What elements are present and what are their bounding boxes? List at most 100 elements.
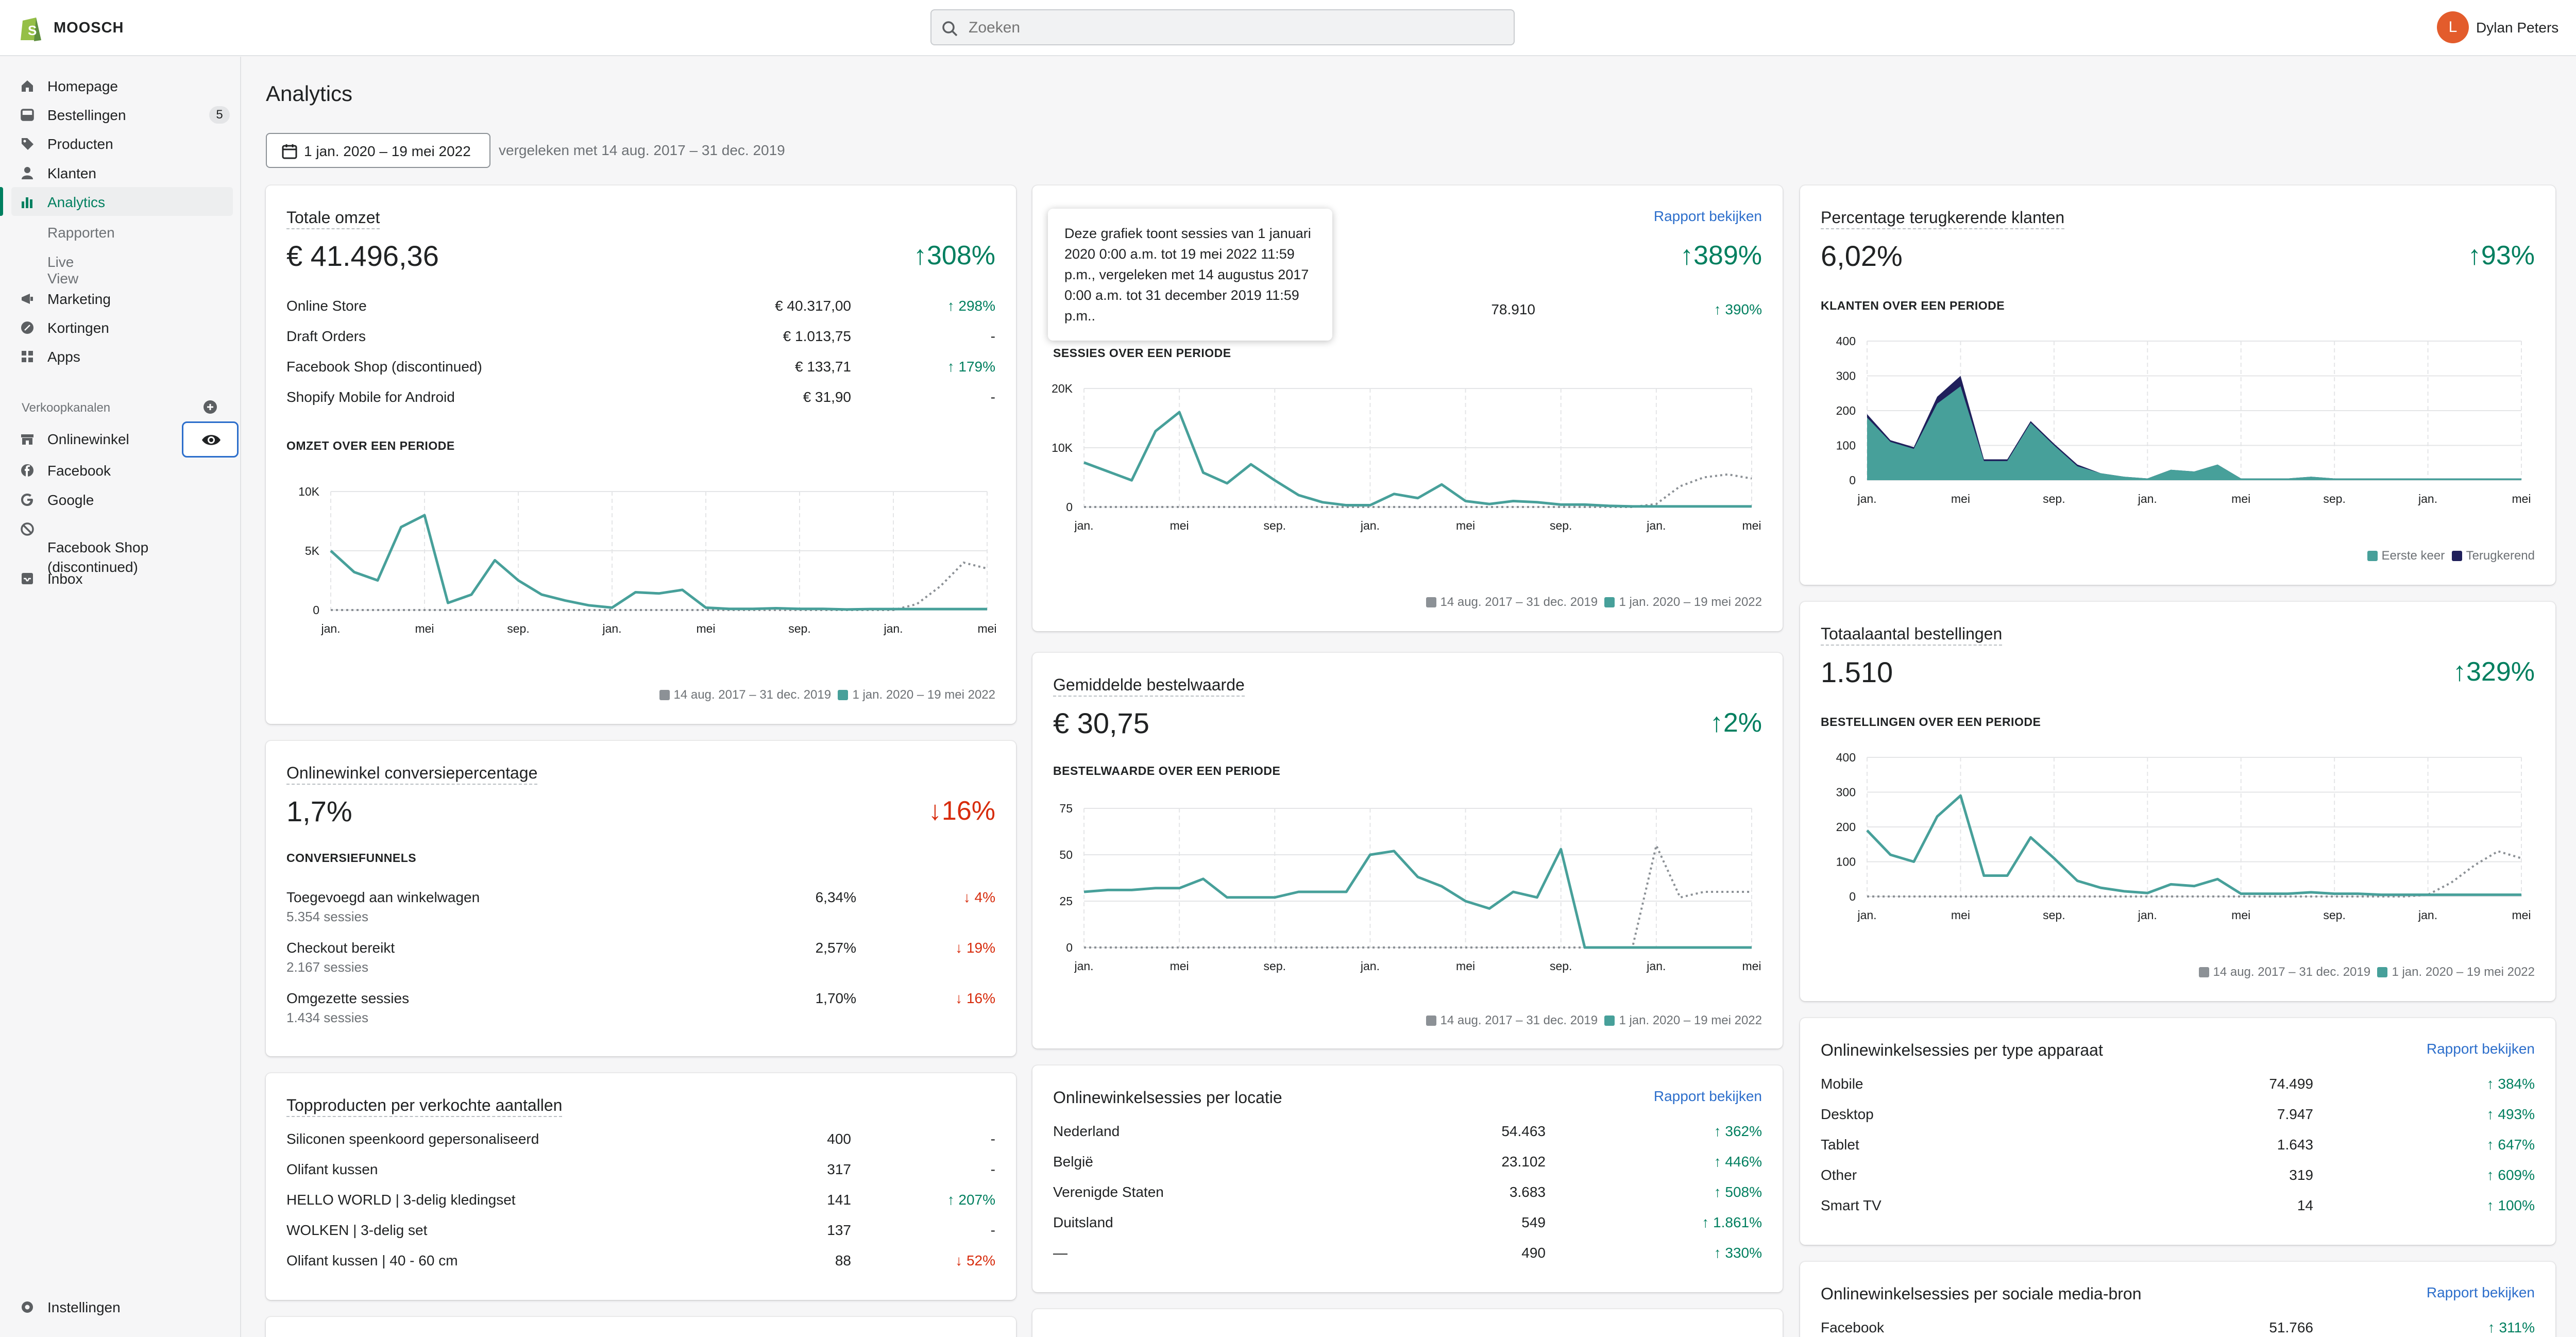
sidebar-item-kortingen[interactable]: Kortingen: [11, 313, 233, 342]
tag-icon: [22, 138, 33, 150]
row-change: ↑ 1.861%: [1702, 1214, 1762, 1230]
y-tick-label: 0: [1066, 500, 1073, 514]
row-change: ↑ 298%: [947, 298, 995, 314]
row-value: 137: [827, 1222, 851, 1238]
analytics-icon: [22, 197, 32, 208]
apps-icon: [22, 351, 33, 362]
sidebar-item-homepage[interactable]: Homepage: [11, 71, 233, 100]
y-tick-label: 5K: [305, 544, 320, 557]
funnel-row: Omgezette sessies 1,70% ↓ 16% 1.434 sessies: [286, 990, 995, 1025]
facebook-icon: [21, 464, 33, 477]
add-channel-icon[interactable]: [203, 400, 217, 414]
view-report-link[interactable]: Rapport bekijken: [1653, 208, 1762, 224]
top-bar: S MOOSCH L Dylan Peters: [0, 0, 2576, 56]
device-row: Tablet 1.643 ↑ 647%: [1821, 1137, 2535, 1157]
x-tick-label: jan.: [1360, 519, 1380, 532]
x-tick-label: jan.: [883, 622, 903, 635]
row-label: Olifant kussen | 40 - 60 cm: [286, 1253, 458, 1268]
next-card: [266, 1317, 1016, 1337]
x-tick-label: jan.: [602, 622, 621, 635]
x-tick-label: sep.: [507, 622, 529, 635]
user-name[interactable]: Dylan Peters: [2476, 20, 2559, 36]
sidebar-item-apps[interactable]: Apps: [11, 342, 233, 370]
row-change: -: [990, 1222, 995, 1238]
search-bar[interactable]: [930, 9, 1515, 45]
row-label: Olifant kussen: [286, 1161, 378, 1177]
sidebar-item-onlinewinkel[interactable]: Onlinewinkel: [11, 424, 233, 453]
x-tick-label: sep.: [1264, 519, 1286, 532]
row-value: 490: [1521, 1245, 1546, 1261]
sidebar-item-facebook[interactable]: Facebook: [11, 455, 233, 484]
row-change: ↑ 384%: [2486, 1076, 2535, 1092]
store-name[interactable]: MOOSCH: [54, 20, 124, 36]
row-value: 14: [2297, 1197, 2313, 1213]
device-row: Smart TV 14 ↑ 100%: [1821, 1197, 2535, 1218]
sidebar-item-klanten[interactable]: Klanten: [11, 158, 233, 187]
sidebar-item-analytics[interactable]: Analytics: [0, 187, 233, 216]
sidebar-item-google[interactable]: Google: [11, 485, 233, 514]
row-value: € 31,90: [803, 389, 851, 405]
series-current-line: [1866, 794, 2521, 896]
row-label: Other: [1821, 1167, 1857, 1183]
sidebar: [0, 57, 241, 1337]
chart-tooltip: Deze grafiek toont sessies van 1 januari…: [1048, 209, 1332, 341]
sessions-change: ↑389%: [1680, 241, 1762, 270]
row-change: -: [990, 389, 995, 405]
sidebar-item-inbox[interactable]: Inbox: [11, 564, 233, 593]
product-row: HELLO WORLD | 3-delig kledingset 141 ↑ 207…: [286, 1192, 995, 1212]
card-title[interactable]: Topproducten per verkochte aantallen: [286, 1096, 563, 1117]
row-change: ↑ 609%: [2486, 1167, 2535, 1183]
sidebar-item-facebook-shop[interactable]: Facebook Shop (discontinued): [11, 514, 233, 575]
sidebar-item-label: Apps: [47, 349, 80, 365]
view-report-link[interactable]: Rapport bekijken: [2426, 1284, 2535, 1300]
shopify-logo-icon[interactable]: S: [19, 13, 43, 42]
card-title[interactable]: Percentage terugkerende klanten: [1821, 208, 2065, 229]
row-label: Nederland: [1053, 1123, 1120, 1139]
view-report-link[interactable]: Rapport bekijken: [2426, 1041, 2535, 1057]
orders-count-badge: 5: [209, 106, 230, 124]
row-value: 23.102: [1501, 1154, 1546, 1170]
sidebar-item-marketing[interactable]: Marketing: [11, 284, 233, 313]
x-tick-label: mei: [696, 622, 715, 635]
sidebar-item-instellingen[interactable]: Instellingen: [11, 1292, 233, 1321]
card-title[interactable]: Gemiddelde bestelwaarde: [1053, 675, 1245, 697]
row-change: ↑ 100%: [2486, 1197, 2535, 1213]
card-title[interactable]: Totale omzet: [286, 208, 380, 229]
x-tick-label: jan.: [1857, 492, 1876, 505]
sidebar-item-reports[interactable]: Rapporten: [47, 225, 115, 241]
search-input[interactable]: [969, 16, 1504, 39]
avatar[interactable]: L: [2437, 11, 2469, 43]
row-label: Shopify Mobile for Android: [286, 389, 455, 405]
aov-value: € 30,75: [1053, 707, 1149, 739]
series-previous-line: [1084, 842, 1752, 949]
date-range-button[interactable]: 1 jan. 2020 – 19 mei 2022: [266, 133, 490, 168]
sidebar-item-label: Analytics: [47, 194, 106, 210]
card-title[interactable]: Onlinewinkel conversiepercentage: [286, 764, 538, 785]
sidebar-item-label: Homepage: [47, 78, 118, 94]
x-tick-label: jan.: [1074, 519, 1093, 532]
sessions-chart: 0 10K 20K jan. mei sep. jan. mei sep. jan. mei: [1052, 382, 1761, 532]
view-report-link[interactable]: Rapport bekijken: [1653, 1088, 1762, 1104]
x-tick-label: jan.: [1360, 959, 1380, 973]
sidebar-item-live-view[interactable]: Live View: [47, 254, 79, 286]
sales-channel-row: Facebook Shop (discontinued) € 133,71 ↑ 17…: [286, 359, 995, 379]
row-change: ↓ 19%: [955, 940, 995, 956]
sidebar-item-producten[interactable]: Producten: [11, 129, 233, 158]
view-store-button[interactable]: [182, 421, 239, 458]
row-change: ↑ 362%: [1714, 1123, 1762, 1139]
row-value: 54.463: [1501, 1123, 1546, 1139]
y-tick-label: 25: [1059, 894, 1073, 908]
device-row: Desktop 7.947 ↑ 493%: [1821, 1106, 2535, 1127]
sidebar-item-label: Facebook: [47, 463, 111, 479]
row-change: ↓ 4%: [963, 889, 995, 905]
card-title[interactable]: Totaalaantal bestellingen: [1821, 624, 2003, 646]
row-value: € 133,71: [795, 359, 851, 375]
sidebar-item-bestellingen[interactable]: Bestellingen 5: [11, 100, 233, 129]
sales-channel-row: Online Store € 40.317,00 ↑ 298%: [286, 298, 995, 318]
sidebar-item-label: Producten: [47, 136, 113, 152]
y-tick-label: 400: [1836, 751, 1856, 764]
row-value: 1,70%: [815, 990, 856, 1006]
row-label: Tablet: [1821, 1137, 1859, 1153]
y-tick-label: 200: [1836, 820, 1856, 834]
row-change: ↑ 330%: [1714, 1245, 1762, 1261]
